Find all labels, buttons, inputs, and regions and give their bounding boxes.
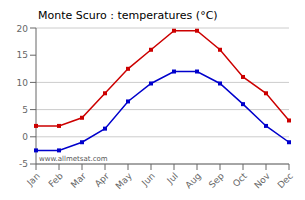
svg-text:Oct: Oct	[231, 171, 249, 189]
svg-text:5: 5	[22, 105, 28, 115]
svg-text:www.allmetsat.com: www.allmetsat.com	[39, 155, 108, 163]
svg-text:Jul: Jul	[164, 171, 179, 186]
svg-text:Mar: Mar	[69, 171, 88, 190]
svg-text:May: May	[114, 170, 135, 191]
svg-text:-5: -5	[19, 159, 28, 169]
svg-text:15: 15	[17, 50, 28, 60]
svg-text:0: 0	[22, 132, 28, 142]
svg-text:20: 20	[17, 24, 29, 34]
svg-text:10: 10	[17, 78, 29, 88]
svg-text:Sep: Sep	[207, 171, 226, 190]
svg-text:Apr: Apr	[93, 171, 111, 189]
svg-text:Jun: Jun	[139, 171, 157, 189]
svg-text:Nov: Nov	[252, 170, 272, 190]
html-text:Monte Scuro : temperatures (°C: Monte Scuro : temperatures (°C)	[38, 9, 218, 22]
svg-text:Jan: Jan	[24, 171, 42, 189]
svg-text:Dec: Dec	[276, 171, 295, 190]
svg-text:Aug: Aug	[183, 171, 203, 191]
svg-text:Feb: Feb	[47, 171, 66, 190]
